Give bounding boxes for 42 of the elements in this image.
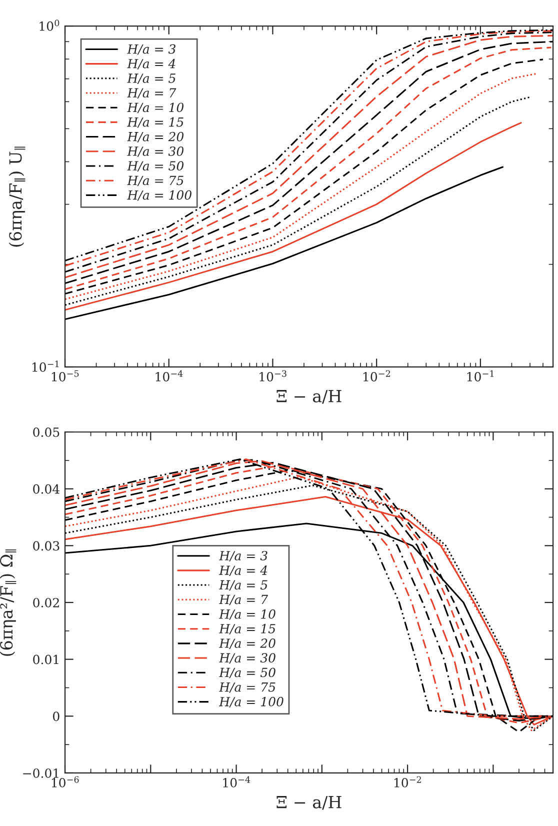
y-tick-label: 0 [53, 712, 60, 722]
legend-label: H/a = 50 [127, 161, 184, 172]
y-tick-label: −0.01 [23, 768, 58, 778]
legend-label: H/a = 30 [127, 146, 184, 157]
y-tick-label: 0.02 [33, 598, 59, 608]
legend-label: H/a = 20 [127, 132, 184, 142]
legend-label: H/a = 3 [127, 44, 176, 55]
legend-label: H/a = 100 [127, 190, 192, 201]
x-axis-title: Ξ − a/H [276, 390, 342, 404]
x-tick-label: 10$^{−4}$ [156, 370, 183, 382]
legend-label: H/a = 100 [218, 696, 284, 708]
x-axis-title: Ξ − a/H [276, 796, 342, 810]
legend-label: H/a = 5 [127, 74, 176, 84]
y-tick-label: 0.04 [33, 484, 60, 494]
legend-label: H/a = 10 [218, 609, 276, 620]
legend-label: H/a = 5 [218, 580, 268, 591]
legend-label: H/a = 30 [218, 653, 276, 664]
x-tick-label: 10$^{−1}$ [467, 370, 494, 382]
legend-label: H/a = 75 [218, 682, 276, 693]
legend-label: H/a = 4 [127, 58, 176, 70]
y-tick-label: 0.03 [33, 541, 60, 551]
y-tick-label: 0.05 [33, 427, 60, 437]
legend-label: H/a = 75 [127, 176, 184, 186]
legend-label: H/a = 15 [127, 117, 184, 128]
legend-label: H/a = 3 [218, 550, 268, 562]
legend-label: H/a = 7 [218, 594, 268, 606]
x-tick-label: 10$^{−4}$ [223, 776, 250, 788]
legend-label: H/a = 4 [218, 566, 268, 576]
legend-label: H/a = 15 [218, 624, 276, 634]
x-tick-label: 10$^{−3}$ [260, 370, 286, 382]
x-tick-label: 10$^{−2}$ [394, 776, 421, 788]
legend-label: H/a = 20 [218, 638, 276, 649]
x-tick-label: 10$^{−5}$ [52, 370, 79, 382]
legend-label: H/a = 10 [127, 102, 184, 114]
y-tick-label: 10$^{−1}$ [32, 360, 59, 372]
y-axis-title: (6πηa²/F$_{∥}$) Ω$_{∥}$ [0, 549, 16, 656]
legend-label: H/a = 7 [127, 88, 176, 99]
y-tick-label: 0.01 [33, 654, 58, 664]
y-tick-label: 10$^{0}$ [40, 20, 60, 31]
x-tick-label: 10$^{−2}$ [363, 370, 390, 382]
y-axis-title: (6πηa/F$_{∥}$) U$_{∥}$ [8, 146, 26, 247]
legend-label: H/a = 50 [218, 668, 276, 678]
